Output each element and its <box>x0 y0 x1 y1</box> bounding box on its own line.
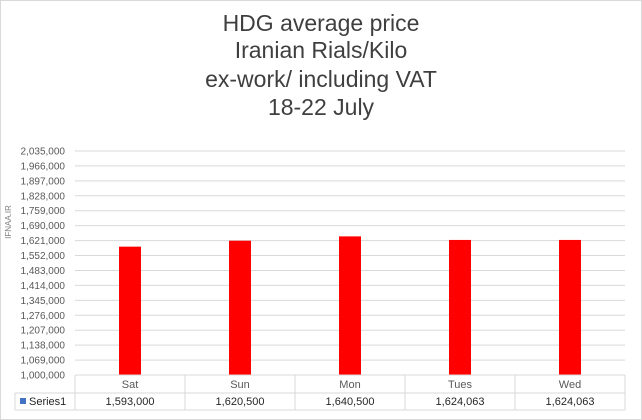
y-tick-label: 1,414,000 <box>21 281 66 292</box>
y-tick-label: 1,966,000 <box>21 161 66 172</box>
y-tick-label: 1,621,000 <box>21 236 66 247</box>
legend-series-name: Series1 <box>29 396 66 408</box>
x-category-label: Sat <box>122 379 139 391</box>
bar-wed <box>559 239 581 375</box>
bar-sun <box>229 240 251 375</box>
chart-title-line-2: Iranian Rials/Kilo <box>234 37 408 63</box>
y-tick-label: 1,828,000 <box>21 191 66 202</box>
data-table-value: 1,640,500 <box>326 396 375 408</box>
chart-title-line-3: ex-work/ including VAT <box>205 66 437 92</box>
data-table-value: 1,593,000 <box>106 396 155 408</box>
y-tick-label: 1,069,000 <box>21 356 66 367</box>
x-category-label: Mon <box>339 379 360 391</box>
y-tick-label: 1,276,000 <box>21 311 66 322</box>
y-tick-label: 1,345,000 <box>21 296 66 307</box>
y-tick-label: 1,759,000 <box>21 206 66 217</box>
data-table-value: 1,624,063 <box>436 396 485 408</box>
y-tick-label: 1,483,000 <box>21 266 66 277</box>
legend-key <box>20 398 26 404</box>
x-category-label: Wed <box>559 379 581 391</box>
watermark-text: IFNAA.IR <box>4 205 13 239</box>
y-tick-label: 1,207,000 <box>21 326 66 337</box>
x-category-label: Sun <box>230 379 250 391</box>
y-tick-label: 1,552,000 <box>21 251 66 262</box>
bar-mon <box>339 236 361 375</box>
data-table-value: 1,620,500 <box>216 396 265 408</box>
data-table-value: 1,624,063 <box>546 396 595 408</box>
bar-tues <box>449 239 471 375</box>
y-tick-label: 2,035,000 <box>21 147 66 158</box>
chart-title-line-1: HDG average price <box>222 10 420 36</box>
bar-sat <box>119 246 141 375</box>
x-category-label: Tues <box>448 379 473 391</box>
y-tick-label: 1,897,000 <box>21 176 66 187</box>
chart-title-line-4: 18-22 July <box>267 94 375 120</box>
y-tick-label: 1,690,000 <box>21 221 66 232</box>
y-tick-label: 1,000,000 <box>21 371 66 382</box>
y-tick-label: 1,138,000 <box>21 341 66 352</box>
